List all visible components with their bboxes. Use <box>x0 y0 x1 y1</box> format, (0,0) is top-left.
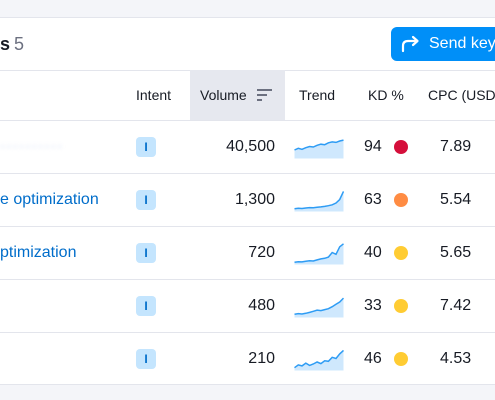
trend-sparkline[interactable] <box>294 133 344 159</box>
cpc-value: 7.42 <box>440 297 472 314</box>
trend-sparkline[interactable] <box>294 345 344 371</box>
kd-difficulty-dot <box>394 246 408 260</box>
volume-value: 40,500 <box>226 138 275 155</box>
kd-value: 94 <box>364 138 382 155</box>
volume-cell: 40,500 <box>0 121 275 173</box>
column-cpc[interactable]: CPC (USD) <box>428 87 495 103</box>
cpc-value: 4.53 <box>440 350 472 367</box>
kd-difficulty-dot <box>394 140 408 154</box>
kd-value: 63 <box>364 191 382 208</box>
volume-cell: 210 <box>0 333 275 385</box>
kd-difficulty-dot <box>394 193 408 207</box>
cpc-value: 7.89 <box>440 138 472 155</box>
trend-area <box>294 298 344 318</box>
sort-descending-icon <box>257 89 272 101</box>
trend-area <box>294 191 344 212</box>
trend-line <box>294 191 344 210</box>
column-volume[interactable]: Volume <box>190 70 285 120</box>
cpc-value: 5.54 <box>440 191 472 208</box>
keyword-link[interactable]: e optimization <box>0 191 99 208</box>
trend-line <box>294 297 344 315</box>
table-row: e optimization I 1,300 63 5.54 <box>0 174 495 227</box>
table-header-row: Intent Volume Trend KD % CPC (USD) <box>0 70 495 121</box>
send-keywords-button[interactable]: Send key <box>391 27 495 61</box>
kd-value: 33 <box>364 297 382 314</box>
kd-value: 40 <box>364 244 382 261</box>
trend-sparkline[interactable] <box>294 186 344 212</box>
table-row: ptimization I 720 40 5.65 <box>0 227 495 280</box>
intent-badge: I <box>136 349 156 369</box>
intent-badge: I <box>136 243 156 263</box>
volume-value: 480 <box>248 297 275 314</box>
column-volume-label: Volume <box>200 87 247 103</box>
volume-value: 720 <box>248 244 275 261</box>
trend-sparkline[interactable] <box>294 292 344 318</box>
trend-line <box>294 139 344 151</box>
trend-area <box>294 350 344 371</box>
intent-badge: I <box>136 190 156 210</box>
trend-line <box>294 243 344 263</box>
keyword-count: 5 <box>14 34 25 54</box>
column-intent[interactable]: Intent <box>136 87 172 103</box>
table-row: ·········· I 40,500 94 7.89 <box>0 121 495 174</box>
trend-area <box>294 243 344 265</box>
share-arrow-icon <box>401 35 419 53</box>
trend-sparkline[interactable] <box>294 239 344 265</box>
intent-badge: I <box>136 137 156 157</box>
volume-cell: 720 <box>0 227 275 279</box>
kd-difficulty-dot <box>394 299 408 313</box>
table-row: I 480 33 7.42 <box>0 280 495 333</box>
volume-value: 210 <box>248 350 275 367</box>
column-trend[interactable]: Trend <box>299 87 336 103</box>
kd-difficulty-dot <box>394 352 408 366</box>
volume-cell: 480 <box>0 280 275 332</box>
kd-value: 46 <box>364 350 382 367</box>
volume-value: 1,300 <box>234 191 275 208</box>
column-kd[interactable]: KD % <box>368 87 404 103</box>
keyword-link[interactable]: ptimization <box>0 244 77 261</box>
trend-line <box>294 349 344 369</box>
card-title-text: s <box>0 34 11 54</box>
cpc-value: 5.65 <box>440 244 472 261</box>
volume-cell: 1,300 <box>0 174 275 226</box>
keyword-link[interactable]: ·········· <box>0 138 64 155</box>
intent-badge: I <box>136 296 156 316</box>
trend-area <box>294 140 344 159</box>
table-row: I 210 46 4.53 <box>0 333 495 385</box>
send-keywords-label: Send key <box>429 35 495 52</box>
